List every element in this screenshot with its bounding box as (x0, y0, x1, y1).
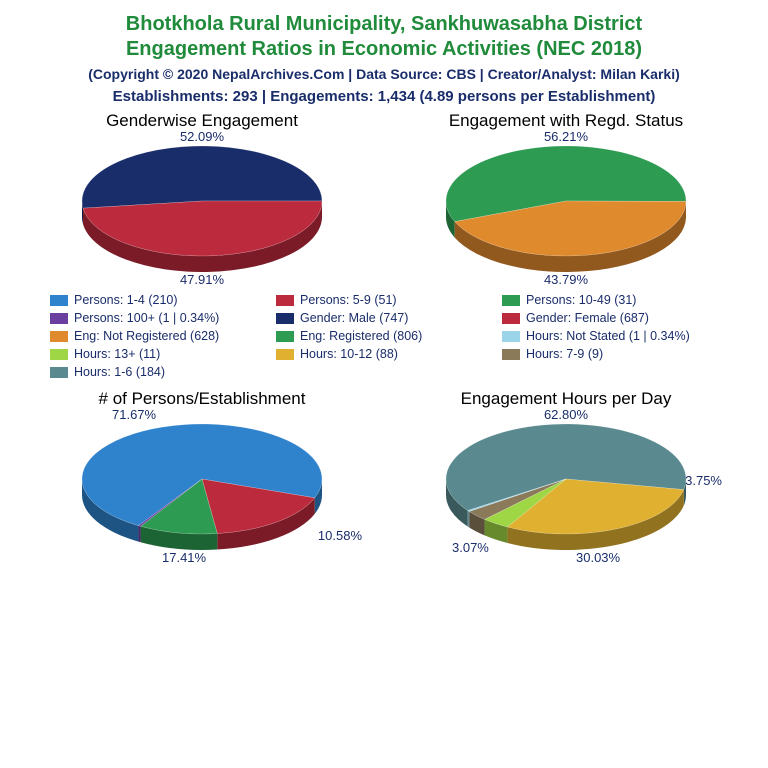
chart-regd-title: Engagement with Regd. Status (396, 111, 736, 131)
chart-gender-title: Genderwise Engagement (32, 111, 372, 131)
chart-persons-label-br: 10.58% (318, 528, 362, 543)
legend-item: Hours: 13+ (11) (50, 347, 266, 361)
chart-gender: Genderwise Engagement 52.09% 47.91% (32, 111, 372, 283)
chart-regd-label-top: 56.21% (544, 129, 588, 144)
chart-regd-pie: 56.21% 43.79% (416, 133, 716, 283)
legend-item: Persons: 1-4 (210) (50, 293, 266, 307)
chart-hours: Engagement Hours per Day 62.80% 3.75% 30… (396, 389, 736, 561)
legend-item: Eng: Registered (806) (276, 329, 492, 343)
chart-regd-label-bottom: 43.79% (544, 272, 588, 287)
legend-item: Persons: 100+ (1 | 0.34%) (50, 311, 266, 325)
legend-swatch (276, 295, 294, 306)
summary-line: Establishments: 293 | Engagements: 1,434… (20, 88, 748, 105)
legend-item: Hours: 10-12 (88) (276, 347, 492, 361)
legend-swatch (50, 367, 68, 378)
legend-item: Hours: 1-6 (184) (50, 365, 266, 379)
title-line-2: Engagement Ratios in Economic Activities… (20, 37, 748, 62)
legend-label: Hours: Not Stated (1 | 0.34%) (526, 329, 690, 343)
legend-swatch (502, 331, 520, 342)
legend-swatch (276, 313, 294, 324)
legend-label: Hours: 13+ (11) (74, 347, 160, 361)
legend-swatch (276, 331, 294, 342)
chart-hours-pie: 62.80% 3.75% 30.03% 3.07% (416, 411, 716, 561)
legend-swatch (276, 349, 294, 360)
charts-row-2: # of Persons/Establishment 71.67% 17.41%… (20, 389, 748, 561)
infographic-container: Bhotkhola Rural Municipality, Sankhuwasa… (0, 0, 768, 768)
legend-swatch (502, 313, 520, 324)
title-line-1: Bhotkhola Rural Municipality, Sankhuwasa… (20, 12, 748, 37)
chart-gender-label-bottom: 47.91% (180, 272, 224, 287)
legend-label: Gender: Female (687) (526, 311, 649, 325)
legend-label: Persons: 1-4 (210) (74, 293, 178, 307)
legend-label: Hours: 10-12 (88) (300, 347, 398, 361)
legend-swatch (50, 331, 68, 342)
legend-label: Persons: 10-49 (31) (526, 293, 636, 307)
legend-label: Persons: 100+ (1 | 0.34%) (74, 311, 219, 325)
legend-label: Gender: Male (747) (300, 311, 408, 325)
legend-label: Hours: 1-6 (184) (74, 365, 165, 379)
chart-persons: # of Persons/Establishment 71.67% 17.41%… (32, 389, 372, 561)
chart-hours-label-br: 30.03% (576, 550, 620, 565)
legend-swatch (502, 295, 520, 306)
legend-item: Hours: 7-9 (9) (502, 347, 718, 361)
chart-regd: Engagement with Regd. Status 56.21% 43.7… (396, 111, 736, 283)
legend-swatch (502, 349, 520, 360)
legend-swatch (50, 349, 68, 360)
chart-gender-pie: 52.09% 47.91% (52, 133, 352, 283)
legend-item: Persons: 5-9 (51) (276, 293, 492, 307)
legend-label: Persons: 5-9 (51) (300, 293, 397, 307)
chart-hours-title: Engagement Hours per Day (396, 389, 736, 409)
copyright-line: (Copyright © 2020 NepalArchives.Com | Da… (20, 66, 748, 82)
legend-item: Gender: Female (687) (502, 311, 718, 325)
legend: Persons: 1-4 (210) Persons: 5-9 (51) Perso… (50, 293, 718, 379)
chart-persons-label-tl: 71.67% (112, 407, 156, 422)
legend-item: Gender: Male (747) (276, 311, 492, 325)
legend-label: Eng: Registered (806) (300, 329, 422, 343)
legend-label: Hours: 7-9 (9) (526, 347, 603, 361)
chart-persons-label-bm: 17.41% (162, 550, 206, 565)
legend-item: Eng: Not Registered (628) (50, 329, 266, 343)
chart-hours-label-top: 62.80% (544, 407, 588, 422)
chart-persons-title: # of Persons/Establishment (32, 389, 372, 409)
header-block: Bhotkhola Rural Municipality, Sankhuwasa… (20, 12, 748, 105)
chart-gender-label-top: 52.09% (180, 129, 224, 144)
legend-swatch (50, 313, 68, 324)
legend-label: Eng: Not Registered (628) (74, 329, 219, 343)
chart-hours-label-bl: 3.07% (452, 540, 489, 555)
legend-swatch (50, 295, 68, 306)
charts-row-1: Genderwise Engagement 52.09% 47.91% Enga… (20, 111, 748, 283)
chart-persons-pie: 71.67% 17.41% 10.58% (52, 411, 352, 561)
legend-item: Hours: Not Stated (1 | 0.34%) (502, 329, 718, 343)
chart-hours-label-right: 3.75% (685, 473, 722, 488)
legend-item: Persons: 10-49 (31) (502, 293, 718, 307)
